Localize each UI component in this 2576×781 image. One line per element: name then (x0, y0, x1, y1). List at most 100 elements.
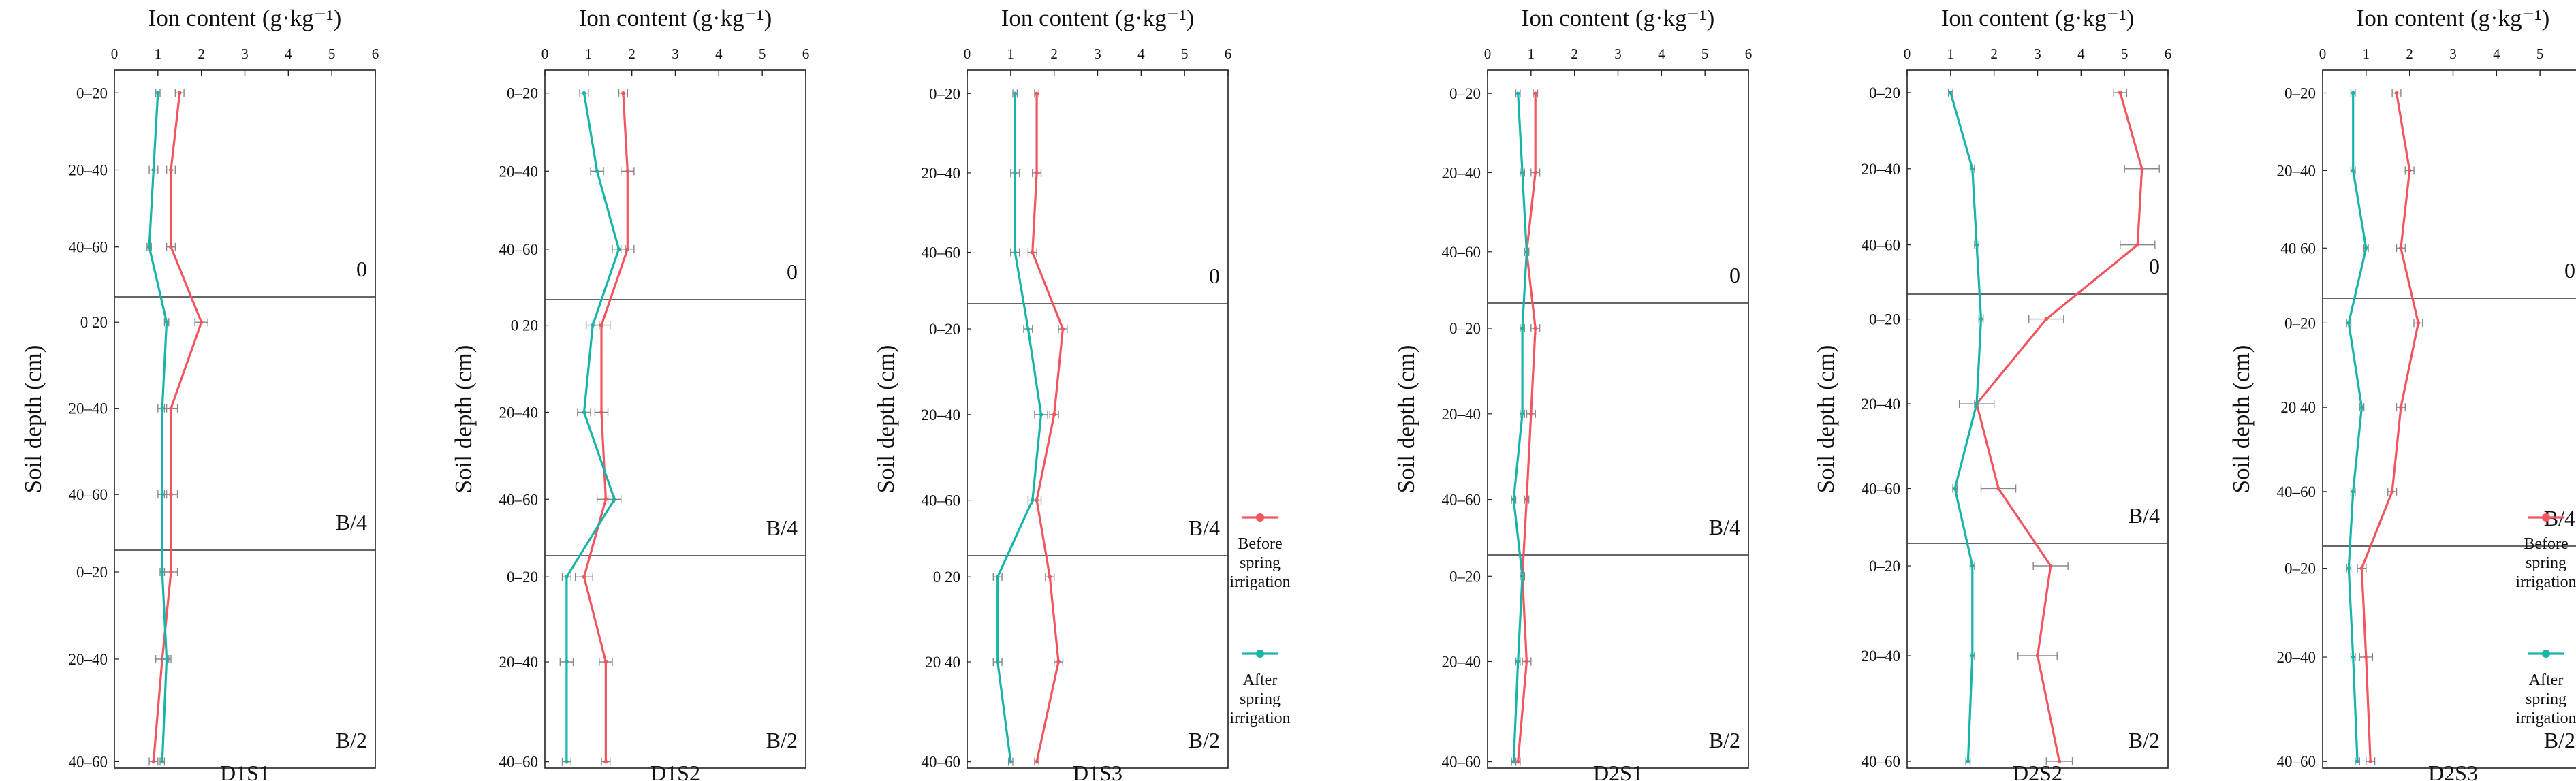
before-point (603, 497, 608, 502)
section-label: 0 (1729, 263, 1740, 287)
after-point (160, 759, 165, 764)
section-label: B/2 (336, 728, 367, 752)
after-point (1013, 171, 1018, 175)
depth-label: 40–60 (1862, 753, 1901, 770)
after-point (147, 244, 151, 249)
legend-text: After (1243, 671, 1278, 689)
before-point (1056, 660, 1061, 664)
after-point (1970, 564, 1975, 568)
depth-label: 20–40 (922, 407, 961, 424)
legend-text: spring (2526, 554, 2566, 572)
section-label: 0 (356, 257, 367, 281)
before-point (2407, 168, 2412, 173)
before-point (2394, 91, 2399, 95)
legend-text: irrigation (2515, 573, 2576, 591)
x-tick-label: 0 (111, 46, 119, 62)
panel-name: D2S3 (2428, 761, 2478, 781)
legend-text: spring (1240, 554, 1281, 572)
x-tick-label: 4 (715, 46, 723, 62)
y-axis-title: Soil depth (cm) (1812, 345, 1839, 494)
x-tick-label: 4 (1137, 46, 1145, 62)
depth-label: 40 60 (2280, 240, 2316, 257)
depth-label: 0–20 (1869, 84, 1900, 101)
depth-label: 40–60 (1442, 754, 1481, 771)
depth-label: 20–40 (69, 162, 108, 179)
depth-label: 0–20 (76, 564, 108, 581)
depth-label: 40–60 (2277, 483, 2316, 500)
before-point (2364, 655, 2368, 659)
depth-label: 0–20 (507, 85, 538, 102)
depth-label: 20–40 (1862, 161, 1901, 178)
after-point (2359, 405, 2364, 409)
y-axis-title: Soil depth (cm) (450, 345, 477, 494)
before-point (2359, 566, 2364, 571)
y-axis-title: Soil depth (cm) (1393, 345, 1419, 494)
x-tick-label: 6 (1745, 46, 1753, 62)
x-tick-label: 3 (241, 46, 249, 62)
after-point (1966, 759, 1970, 763)
x-axis-title: Ion content (g·kg⁻¹) (2357, 5, 2550, 31)
after-point (2346, 321, 2351, 325)
before-point (177, 91, 182, 95)
panel-d1s3: Ion content (g·kg⁻¹) 0 1 2 3 4 5 6 0–20 20–40 40–6… (873, 5, 1231, 781)
section-label: 0 (787, 259, 798, 284)
after-point (1524, 249, 1529, 254)
depth-label: 40–60 (1862, 480, 1901, 497)
before-point (1035, 171, 1039, 175)
x-tick-label: 1 (2363, 46, 2370, 62)
depth-label: 40–60 (1442, 244, 1481, 261)
after-point (1511, 497, 1516, 502)
after-point (1520, 412, 1524, 416)
depth-label: 40–60 (2277, 753, 2316, 770)
x-tick-label: 5 (2121, 46, 2129, 62)
x-tick-label: 3 (1614, 46, 1622, 62)
depth-label: 20–40 (499, 654, 539, 671)
panel-d1s2: Ion content (g·kg⁻¹) 0 1 2 3 4 5 6 0–20 20–40 40–6… (450, 5, 809, 781)
x-tick-label: 6 (1225, 46, 1232, 62)
legend-text: irrigation (1229, 710, 1290, 727)
depth-label: 20–40 (69, 651, 108, 668)
before-point (1524, 497, 1529, 502)
before-point (2139, 166, 2144, 171)
depth-label: 20 40 (2280, 399, 2316, 416)
after-point (1975, 402, 1979, 406)
section-label: B/4 (1709, 515, 1740, 539)
depth-label: 0 20 (933, 569, 960, 586)
after-point (160, 406, 165, 411)
after-point (2364, 246, 2368, 251)
depth-label: 0–20 (1449, 320, 1481, 337)
depth-label: 20–40 (1442, 164, 1481, 181)
x-tick-label: 0 (1904, 46, 1911, 62)
after-series-line (148, 93, 168, 762)
before-point (169, 570, 173, 574)
section-label: B/2 (1709, 728, 1740, 752)
panel-d1s1: Ion content (g·kg⁻¹) 0 1 2 3 4 5 6 0–20 20–40 40–6… (20, 5, 379, 781)
x-tick-label: 2 (198, 46, 205, 62)
section-label: B/2 (2129, 728, 2160, 752)
depth-label: 20–40 (499, 163, 539, 180)
depth-label: 0–20 (929, 85, 960, 102)
panel-name: D1S2 (650, 761, 700, 781)
before-point (2118, 91, 2122, 95)
depth-label: 40–60 (922, 492, 961, 509)
after-point (582, 410, 586, 415)
before-point (2135, 242, 2140, 247)
legend-right: BeforespringirrigationAfterspringirrigat… (2515, 513, 2576, 727)
panel-d2s1: Ion content (g·kg⁻¹) 0 1 2 3 4 5 6 0–20 20–40 40–6… (1393, 5, 1752, 781)
after-point (156, 91, 160, 95)
before-point (2368, 759, 2373, 764)
after-point (1520, 574, 1524, 579)
after-point (1979, 317, 1983, 321)
panel-name: D1S3 (1073, 761, 1122, 781)
depth-label: 40–60 (922, 244, 961, 261)
after-point (1520, 170, 1524, 175)
x-tick-label: 0 (541, 46, 549, 62)
after-point (995, 575, 1000, 579)
before-point (1061, 327, 1065, 331)
section-label: B/2 (2544, 728, 2575, 752)
panel-name: D2S2 (2013, 761, 2062, 781)
after-point (582, 91, 586, 95)
depth-label: 0–20 (1869, 558, 1900, 575)
depth-label: 40–60 (1862, 237, 1901, 254)
